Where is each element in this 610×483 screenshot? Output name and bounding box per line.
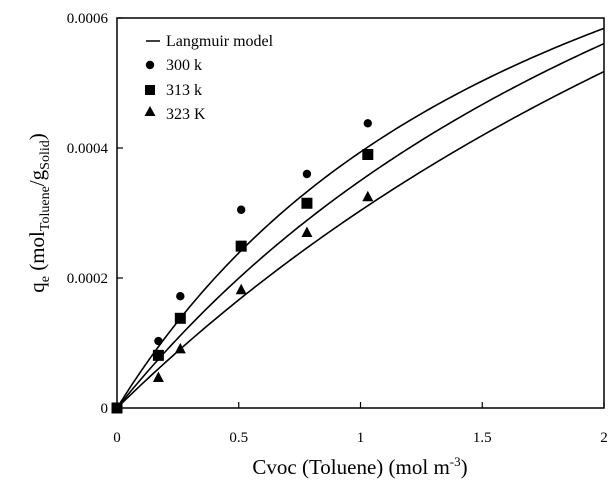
x-tick-label: 0 (113, 430, 121, 446)
axis-ticks: 0 0.5 1 1.5 2 0 0.0002 0.0004 0.0006 (67, 11, 608, 446)
plot-area-frame (116, 17, 605, 409)
y-tick-label: 0.0006 (67, 11, 109, 27)
y-tick-label: 0.0004 (67, 141, 109, 157)
data-point-square (301, 197, 313, 209)
data-point-triangle (235, 283, 247, 295)
data-point-square (362, 149, 374, 160)
data-point-triangle (152, 371, 164, 382)
legend-label-323k: 323 K (166, 106, 206, 123)
x-tick-label: 1 (357, 430, 365, 446)
data-point-square (235, 240, 247, 252)
data-point-circle (176, 292, 185, 301)
data-point-square (174, 312, 186, 324)
x-tick-label: 0.5 (229, 430, 248, 446)
data-point-circle (363, 119, 373, 128)
data-markers (111, 119, 374, 414)
data-point-square (152, 349, 164, 361)
legend-marker-square (145, 85, 155, 95)
y-tick-label: 0.0002 (67, 271, 108, 287)
legend-label-300k: 300 k (166, 57, 202, 74)
legend-marker-circle (145, 60, 155, 70)
x-tick-label: 1.5 (473, 430, 492, 446)
model-curves (116, 27, 605, 409)
y-axis-title: qe (molToluene/gSolid) (25, 133, 53, 292)
langmuir-curve (116, 42, 605, 409)
legend-label-313k: 313 k (166, 82, 202, 99)
legend-marker-triangle (144, 106, 156, 116)
y-tick-label: 0 (101, 401, 109, 417)
x-tick-label: 2 (600, 430, 608, 446)
x-axis-title: Cvoc (Toluene) (mol m-3) (252, 454, 467, 479)
data-point-circle (236, 205, 246, 214)
legend-label-langmuir: Langmuir model (166, 33, 274, 50)
data-point-triangle (362, 190, 374, 202)
data-point-triangle (174, 342, 186, 354)
data-point-circle (154, 336, 163, 346)
data-point-circle (302, 169, 312, 179)
langmuir-curve (116, 27, 605, 409)
langmuir-curve (116, 70, 605, 409)
data-point-triangle (301, 226, 313, 237)
legend: Langmuir model 300 k 313 k 323 K (144, 33, 274, 123)
